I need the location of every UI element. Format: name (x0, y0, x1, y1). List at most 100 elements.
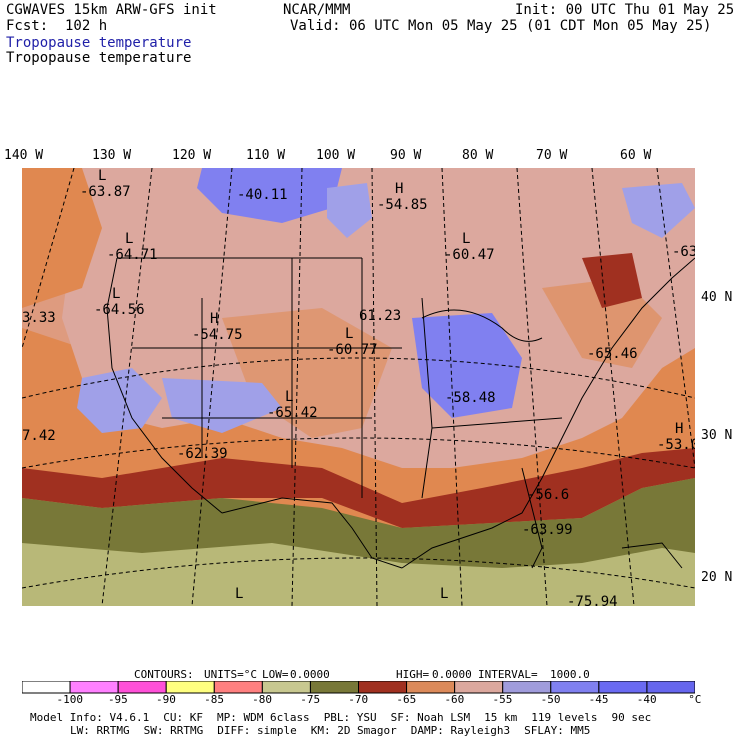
lat-label-20n: 20 N (701, 570, 733, 585)
interval-value: 1000.0 (550, 668, 590, 681)
model-info-item: MP: WDM 6class (216, 711, 310, 724)
colorbar-swatch (550, 681, 600, 694)
valid-time: Valid: 06 UTC Mon 05 May 25 (01 CDT Mon … (290, 18, 712, 34)
colorbar-tick-label: -95 (107, 693, 128, 706)
model-info-line1: Model Info: V4.6.1 CU: KF MP: WDM 6class PB… (30, 711, 665, 724)
extremum-value: -63 (672, 244, 695, 260)
extremum-value: 7.42 (22, 428, 56, 444)
tropopause-temperature-map: L-63.87 -40.11 H-54.85L-64.71L-60.47 -633.3… (22, 168, 695, 606)
lon-label-130w: 130 W (92, 148, 132, 163)
colorbar-tick-label: -45 (588, 693, 609, 706)
colorbar-tick-label: -100 (56, 693, 83, 706)
colorbar-swatch (454, 681, 504, 694)
colorbar-tick-label: -55 (492, 693, 513, 706)
extremum-symbol: L (98, 168, 106, 184)
colorbar-swatch (309, 681, 359, 694)
init-time: Init: 00 UTC Thu 01 May 25 (515, 2, 735, 18)
lon-label-60w: 60 W (620, 148, 652, 163)
lon-label-90w: 90 W (390, 148, 422, 163)
lon-label-80w: 80 W (462, 148, 494, 163)
graticule (22, 168, 695, 606)
interval-label: INTERVAL= (478, 668, 538, 681)
extremum-symbol: H (395, 181, 403, 197)
blue-patch-north (197, 168, 342, 223)
extremum-symbol: L (285, 389, 293, 405)
model-info-item: SFLAY: MM5 (524, 724, 591, 737)
extremum-value: -60.77 (327, 342, 378, 358)
khaki-region (22, 543, 695, 606)
field-title: Tropopause temperature (6, 50, 192, 66)
model-info-item: Model Info: V4.6.1 (30, 711, 150, 724)
high-value: 0.0000 (432, 668, 472, 681)
model-info-item: CU: KF (163, 711, 203, 724)
model-info-item: DIFF: simple (217, 724, 297, 737)
model-info-item: 119 levels (531, 711, 598, 724)
forecast-hour: Fcst: 102 h (6, 18, 108, 34)
units-label: UNITS=°C (204, 668, 257, 681)
lon-label-110w: 110 W (246, 148, 286, 163)
colorbar-swatch (646, 681, 695, 694)
model-info-item: SF: Noah LSM (390, 711, 471, 724)
brick-band (22, 448, 695, 528)
extremum-value: -53.0 (657, 437, 695, 453)
colorbar-tick-label: -40 (636, 693, 657, 706)
extremum-value: -65.42 (267, 405, 318, 421)
lon-label-70w: 70 W (536, 148, 568, 163)
extremum-symbol: L (462, 231, 470, 247)
extremum-symbol: H (675, 421, 683, 437)
model-title: CGWAVES 15km ARW-GFS init (6, 2, 217, 18)
extremum-value: -60.47 (444, 247, 495, 263)
colorbar-swatch (502, 681, 552, 694)
colorbar-swatch (117, 681, 167, 694)
lon-label-100w: 100 W (316, 148, 356, 163)
model-info-item: 90 sec (611, 711, 652, 724)
extremum-value: 3.33 (22, 310, 56, 326)
extremum-symbol: L (235, 586, 243, 602)
high-label: HIGH= (396, 668, 430, 681)
low-value: 0.0000 (290, 668, 330, 681)
center-label: NCAR/MMM (283, 2, 351, 18)
colorbar-swatch (598, 681, 648, 694)
model-info-item: LW: RRTMG (70, 724, 130, 737)
colorbar-tick-label: -85 (204, 693, 224, 706)
model-info-item: 15 km (484, 711, 518, 724)
model-info-line2: LW: RRTMG SW: RRTMG DIFF: simple KM: 2D Sma… (70, 724, 604, 737)
extremum-value: -56.6 (527, 487, 569, 503)
extremum-symbol: L (125, 231, 133, 247)
colorbar-swatch (69, 681, 119, 694)
extremum-value: -58.48 (445, 390, 496, 406)
model-info-item: DAMP: Rayleigh3 (410, 724, 511, 737)
model-info-item: KM: 2D Smagor (310, 724, 397, 737)
colorbar-tick-label: -65 (396, 693, 417, 706)
extremum-value: -63.99 (522, 522, 573, 538)
extremum-symbol: L (345, 326, 353, 342)
colorbar-tick-label: -60 (444, 693, 465, 706)
colorbar-tick-label: -70 (348, 693, 369, 706)
colorbar-tick-label: -50 (540, 693, 561, 706)
extremum-value: -75.94 (567, 594, 618, 606)
extremum-value: 61.23 (359, 308, 401, 324)
lon-label-140w: 140 W (4, 148, 44, 163)
extremum-value: -64.71 (107, 247, 158, 263)
extremum-value: -54.75 (192, 327, 243, 343)
boundaries (106, 257, 695, 569)
field-title-blue: Tropopause temperature (6, 35, 192, 51)
lat-label-30n: 30 N (701, 428, 733, 443)
colorbar-tick-label: °C (688, 693, 702, 706)
blue-patch-great-lakes (412, 313, 522, 418)
colorbar (22, 681, 695, 694)
colorbar-swatch (165, 681, 215, 694)
colorbar-tick-label: -80 (252, 693, 273, 706)
colorbar-swatch (261, 681, 311, 694)
colorbar-swatch (358, 681, 408, 694)
extremum-value: -63.87 (80, 184, 131, 200)
extremum-value: -65.46 (587, 346, 638, 362)
lat-label-40n: 40 N (701, 290, 733, 305)
extremum-value: -64.56 (94, 302, 145, 318)
lon-label-120w: 120 W (172, 148, 212, 163)
colorbar-swatch (406, 681, 456, 694)
model-info-item: PBL: YSU (323, 711, 377, 724)
colorbar-swatch (22, 681, 71, 694)
extremum-symbol: H (210, 311, 218, 327)
extremum-value: -62.39 (177, 446, 228, 462)
